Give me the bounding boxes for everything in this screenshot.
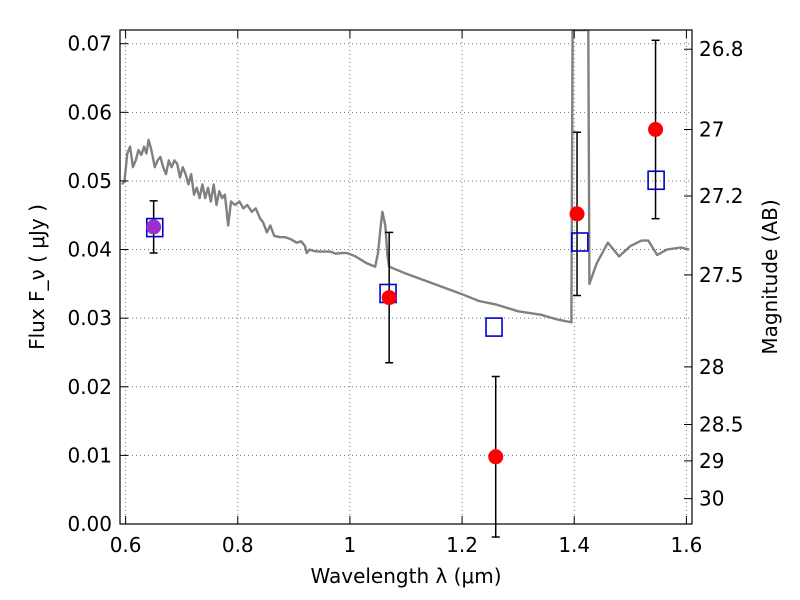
model-sed-line	[121, 30, 690, 324]
x-tick-label: 0.8	[222, 533, 254, 557]
plot-frame	[119, 29, 693, 525]
observed-flux-point	[146, 219, 162, 235]
observed-flux-point	[569, 206, 585, 222]
model-photometry-square	[485, 317, 503, 337]
observed-flux-point	[488, 449, 504, 465]
y-axis-ticks: 0.00 0.01 0.02 0.03 0.04 0.05 0.06 0.07	[67, 32, 128, 536]
y2-tick-label: 29	[699, 449, 724, 473]
y-tick-label: 0.06	[67, 100, 112, 124]
y-tick-label: 0.04	[67, 238, 112, 262]
markers	[145, 121, 665, 465]
y2-axis-title: Magnitude (AB)	[758, 199, 782, 354]
y-tick-label: 0.01	[67, 443, 112, 467]
model-photometry-square	[647, 170, 665, 191]
y-tick-label: 0.05	[67, 169, 112, 193]
y2-tick-label: 27.5	[699, 263, 744, 287]
y-tick-label: 0.03	[67, 306, 112, 330]
observed-flux-point	[381, 290, 397, 306]
observed-flux-point	[648, 121, 664, 137]
y2-tick-label: 27.2	[699, 184, 744, 208]
y-axis-title: Flux F_ν ( μJy )	[25, 204, 49, 350]
y2-tick-label: 26.8	[699, 37, 744, 61]
y-tick-label: 0.00	[67, 512, 112, 536]
y-tick-label: 0.02	[67, 375, 112, 399]
y-tick-label: 0.07	[67, 32, 112, 56]
y2-tick-label: 28	[699, 355, 724, 379]
x-tick-label: 1.2	[446, 533, 478, 557]
x-tick-label: 1.4	[558, 533, 590, 557]
model-photometry-square	[571, 232, 589, 252]
x-tick-label: 1	[344, 533, 357, 557]
y2-axis-ticks: 26.8 27 27.2 27.5 28 28.5 29 30	[684, 37, 744, 511]
model-sed-layer	[121, 30, 690, 324]
x-tick-label: 0.6	[110, 533, 142, 557]
y2-tick-label: 30	[699, 487, 724, 511]
y2-tick-label: 28.5	[699, 413, 744, 437]
x-axis-ticks: 0.6 0.8 1 1.2 1.4 1.6	[110, 30, 702, 557]
x-tick-label: 1.6	[670, 533, 702, 557]
y2-tick-label: 27	[699, 117, 724, 141]
x-axis-title: Wavelength λ (μm)	[310, 564, 501, 588]
